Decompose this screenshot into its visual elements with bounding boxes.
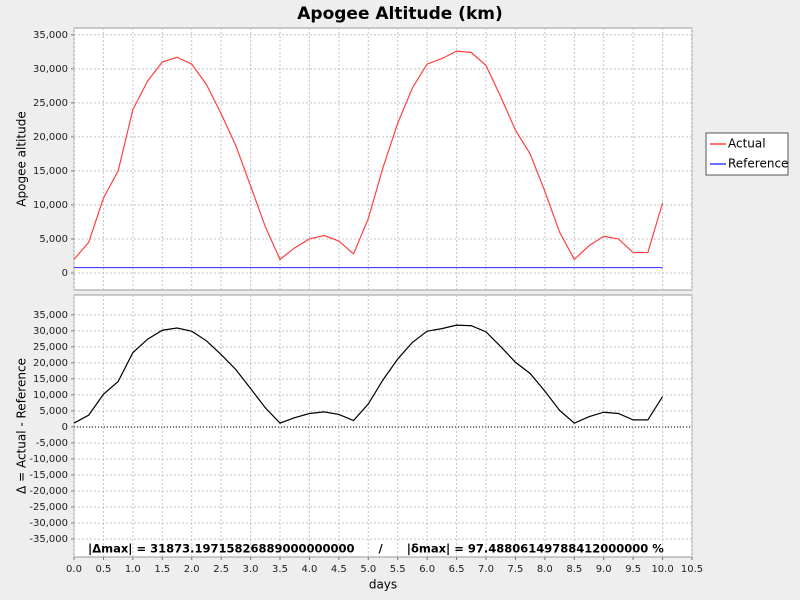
y-tick-label: -25,000 [29,502,68,513]
y-tick-label: 30,000 [33,64,68,75]
y-tick-label: 20,000 [33,358,68,369]
annotation: |Δmax| = 31873.19715826889000000000 / |δ… [88,542,664,556]
x-tick-label: 3.0 [243,564,259,575]
x-axis-label: days [369,578,397,592]
x-tick-label: 5.5 [390,564,406,575]
plot-area [73,294,693,558]
plot-area [73,27,693,291]
x-tick-label: 4.5 [331,564,347,575]
legend-box [705,132,789,176]
y-tick-label: 35,000 [33,30,68,41]
y-tick-label: 15,000 [33,166,68,177]
y-tick-label: 10,000 [33,200,68,211]
y-axis-label: Δ = Actual - Reference [15,358,29,494]
data-line [74,50,664,261]
legend-label: Reference [728,157,788,171]
y-tick-label: -5,000 [36,438,68,449]
y-tick-label: 5,000 [39,406,68,417]
x-tick-label: 10.5 [681,564,703,575]
y-tick-label: 25,000 [33,342,68,353]
y-axis-label: Apogee altitude [15,111,29,206]
y-tick-label: 35,000 [33,310,68,321]
y-tick-label: -10,000 [29,454,68,465]
x-tick-label: 3.5 [272,564,288,575]
x-tick-label: 9.5 [625,564,641,575]
y-tick-label: 20,000 [33,132,68,143]
x-tick-label: 1.0 [125,564,141,575]
y-tick-label: 0 [62,268,68,279]
x-tick-label: 0.5 [95,564,111,575]
y-tick-label: -15,000 [29,470,68,481]
x-tick-label: 7.5 [507,564,523,575]
x-tick-label: 9.0 [596,564,612,575]
x-tick-label: 7.0 [478,564,494,575]
chart-title: Apogee Altitude (km) [297,4,503,24]
x-tick-label: 1.5 [154,564,170,575]
y-tick-label: -35,000 [29,534,68,545]
x-tick-label: 4.0 [301,564,317,575]
x-tick-label: 5.0 [360,564,376,575]
y-tick-label: -30,000 [29,518,68,529]
x-tick-label: 6.0 [419,564,435,575]
y-tick-label: 25,000 [33,98,68,109]
y-tick-label: 5,000 [39,234,68,245]
x-tick-label: 2.5 [213,564,229,575]
legend-label: Actual [728,137,766,151]
x-tick-label: 2.0 [184,564,200,575]
y-tick-label: 30,000 [33,326,68,337]
y-tick-label: -20,000 [29,486,68,497]
y-tick-label: 15,000 [33,374,68,385]
plot-series [74,324,664,424]
y-tick-label: 10,000 [33,390,68,401]
plot-series [74,50,664,269]
x-tick-label: 6.5 [449,564,465,575]
x-tick-label: 0.0 [66,564,82,575]
y-tick-label: 0 [62,422,68,433]
x-tick-label: 8.5 [566,564,582,575]
x-tick-label: 8.0 [537,564,553,575]
x-tick-label: 10.0 [651,564,673,575]
data-line [74,324,664,424]
